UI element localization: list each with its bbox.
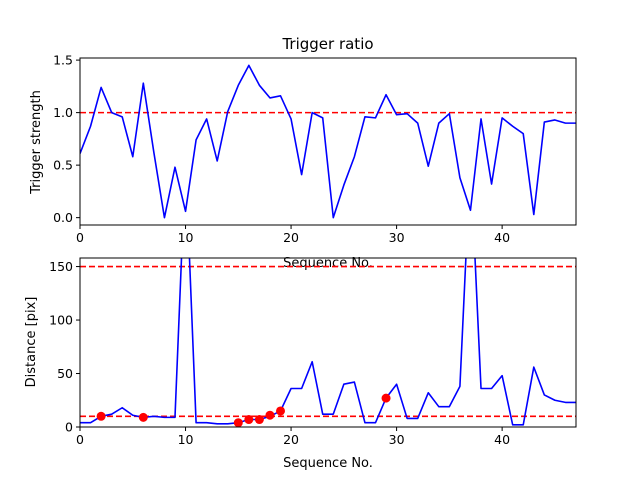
series-line xyxy=(80,258,576,426)
axis-ticks: 0 10 20 30 40 0 50 100 150 xyxy=(49,257,577,447)
distance-chart: Distance [pix] Sequence No. 0 10 20 30 40 0 50… xyxy=(24,257,577,471)
data-point xyxy=(138,412,148,422)
y-tick-label: 150 xyxy=(49,259,73,274)
x-tick-label: 40 xyxy=(494,432,510,447)
x-tick-label: 30 xyxy=(389,432,405,447)
y-tick-label: 50 xyxy=(57,366,73,381)
data-point xyxy=(244,415,254,425)
data-point xyxy=(381,393,391,403)
data-point xyxy=(96,411,106,421)
data-point xyxy=(276,406,286,416)
y-tick-label: 0 xyxy=(65,420,73,435)
plot-area xyxy=(80,258,576,427)
x-tick-label: 0 xyxy=(76,230,84,245)
y-tick-label: 1.0 xyxy=(53,105,73,120)
x-tick-label: 0 xyxy=(76,432,84,447)
y-tick-label: 100 xyxy=(49,313,73,328)
axes-frame xyxy=(79,257,577,428)
y-tick-label: 0.0 xyxy=(53,210,73,225)
series-line xyxy=(80,64,576,219)
x-tick-label: 30 xyxy=(389,230,405,245)
axis-ticks: 0 10 20 30 40 0.0 0.5 1.0 1.5 xyxy=(53,53,577,245)
x-axis-label: Sequence No. xyxy=(283,456,373,471)
y-axis-label: Trigger strength xyxy=(29,90,44,195)
x-tick-label: 20 xyxy=(283,432,299,447)
data-point xyxy=(254,415,264,425)
x-tick-label: 10 xyxy=(178,432,194,447)
data-point xyxy=(233,418,243,427)
data-point xyxy=(265,410,275,420)
chart-title: Trigger ratio xyxy=(281,35,373,53)
y-tick-label: 0.5 xyxy=(53,158,73,173)
x-tick-label: 10 xyxy=(178,230,194,245)
x-tick-label: 40 xyxy=(494,230,510,245)
axes-frame xyxy=(79,57,577,226)
y-tick-label: 1.5 xyxy=(53,53,73,68)
plot-area xyxy=(80,64,576,219)
x-tick-label: 20 xyxy=(283,230,299,245)
y-axis-label: Distance [pix] xyxy=(24,297,39,388)
